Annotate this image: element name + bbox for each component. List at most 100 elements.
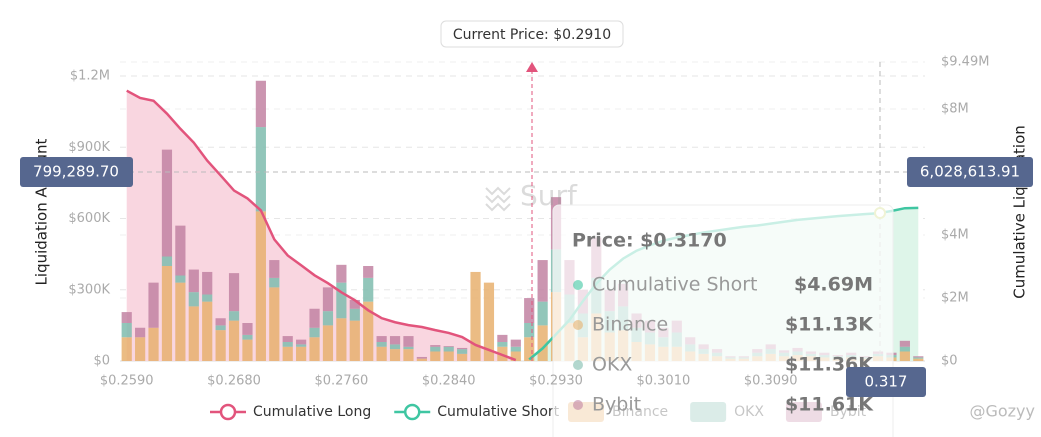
bar-segment — [537, 260, 548, 302]
bar-segment — [443, 346, 454, 352]
tooltip-name: OKX — [592, 354, 632, 376]
line-series — [126, 89, 517, 362]
current-price-arrow — [526, 62, 538, 72]
bar-segment — [430, 346, 441, 352]
y2-tick-label: $9.49M — [941, 55, 989, 70]
bar-segment — [188, 269, 199, 293]
crosshair-y-label: 799,289.70 — [33, 163, 119, 181]
bar-segment — [403, 336, 414, 347]
crosshair-x-box — [846, 367, 926, 397]
tooltip-name: Cumulative Short — [592, 274, 757, 296]
watermark-icon — [485, 186, 511, 212]
bar-segment — [510, 351, 521, 361]
tooltip: Price: $0.3170 Cumulative Short $4.69M Bin… — [552, 204, 894, 437]
bar-segment — [524, 337, 535, 361]
bar-segment — [430, 351, 441, 361]
bar-segment — [389, 349, 401, 361]
bar-segment — [913, 358, 924, 361]
bar-segment — [322, 287, 334, 312]
y-tick-label: $900K — [68, 140, 110, 155]
bar-segment — [188, 292, 199, 307]
bar-segment — [336, 282, 347, 319]
bar-segment — [282, 346, 293, 361]
bar-segment — [349, 299, 360, 309]
bar-segment — [483, 282, 495, 361]
bar-segment — [296, 344, 307, 347]
current-price-box — [440, 20, 624, 48]
legend-marker — [403, 403, 421, 421]
x-tick-label: $0.2840 — [422, 374, 476, 389]
bar-segment — [336, 318, 347, 361]
bar-segment — [403, 346, 414, 350]
bar-segment — [242, 334, 253, 340]
bar-segment — [416, 356, 427, 359]
tooltip-dot — [573, 320, 583, 330]
y2-tick-label: $8M — [941, 101, 969, 116]
tooltip-value: $11.13K — [785, 314, 874, 336]
bar-segment — [497, 334, 508, 343]
bar-segment — [537, 325, 548, 361]
bar-segment — [322, 311, 334, 326]
y2-tick-label: $2M — [941, 290, 969, 305]
bar-segment — [899, 351, 910, 361]
bar-segment — [403, 349, 414, 361]
bar-segment — [202, 301, 213, 361]
tooltip-dot — [573, 280, 583, 290]
crosshair-y2-label: 6,028,613.91 — [920, 163, 1020, 181]
bar-segment — [175, 282, 186, 361]
bar-segment — [389, 344, 401, 350]
bar-segment — [913, 357, 924, 359]
bar-segment — [537, 301, 548, 326]
y2-tick-label: $4M — [941, 227, 969, 242]
bar-segment — [457, 353, 468, 361]
bar-segment — [524, 298, 535, 324]
bar-segment — [309, 327, 320, 338]
bar-segment — [282, 336, 293, 343]
crosshair-y2-box — [907, 157, 1033, 187]
bar-segment — [148, 327, 159, 361]
tooltip-name: Bybit — [592, 394, 641, 416]
bar-segment — [524, 323, 535, 338]
bar-segment — [899, 346, 910, 352]
bar-segment — [349, 320, 360, 361]
legend-marker — [219, 403, 237, 421]
bar-segment — [309, 337, 320, 361]
x-tick-label: $0.3090 — [744, 374, 798, 389]
y2-axis-label: Cumulative Liquidation — [1011, 125, 1029, 299]
bar-segment — [296, 346, 307, 361]
bar-segment — [202, 294, 213, 302]
bar-segment — [242, 339, 253, 361]
bar-segment — [255, 211, 266, 361]
bar-segment — [269, 287, 280, 361]
bar-segment — [470, 271, 481, 361]
tooltip-value: $11.61K — [785, 394, 874, 416]
tooltip-value: $4.69M — [794, 274, 873, 296]
bar-segment — [121, 312, 132, 324]
bar-segment — [336, 264, 347, 283]
tooltip-title: Price: $0.3170 — [572, 230, 727, 252]
bar-segment — [121, 337, 132, 361]
bar-segment — [161, 149, 173, 257]
bar-segment — [497, 342, 508, 347]
y2-tick-label: $0 — [941, 354, 958, 369]
x-tick-label: $0.2680 — [207, 374, 261, 389]
bar-segment — [255, 127, 266, 212]
bar-segment — [202, 271, 213, 295]
bar-segment — [457, 349, 468, 354]
x-tick-label: $0.2760 — [314, 374, 368, 389]
tooltip-name: Binance — [592, 314, 668, 336]
bar-segment — [215, 318, 226, 326]
bar-segment — [282, 342, 293, 347]
bar-segment — [376, 346, 387, 361]
bar-segment — [296, 339, 307, 345]
current-price-label: Current Price: $0.2910 — [453, 27, 611, 43]
bar-segment — [913, 356, 924, 358]
bar-segment — [363, 301, 374, 361]
bar-segment — [363, 277, 374, 302]
line-area — [126, 90, 516, 361]
bar-segment — [309, 308, 320, 328]
bar-segment — [416, 358, 427, 361]
bar-segment — [215, 330, 226, 361]
bar-segment — [349, 308, 360, 321]
